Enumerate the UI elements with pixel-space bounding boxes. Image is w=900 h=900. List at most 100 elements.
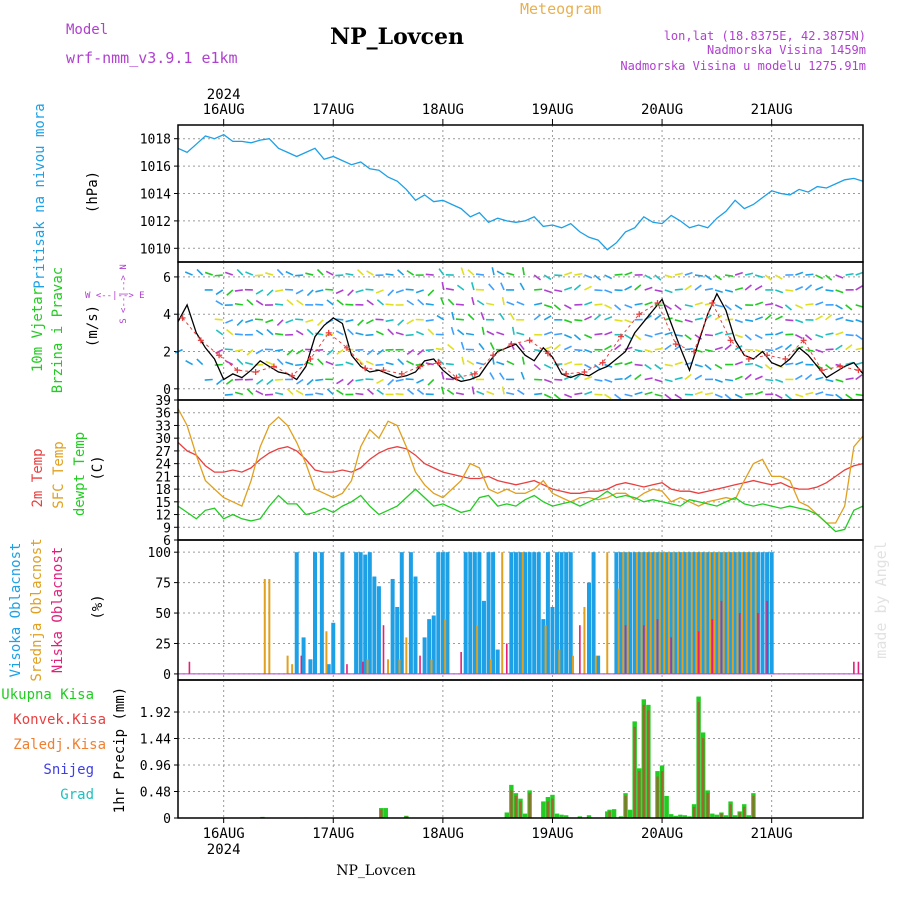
wind-vector: [467, 313, 475, 321]
wind-vector: [594, 332, 603, 336]
wind-vector: [704, 274, 712, 281]
wind-vector: [704, 363, 712, 371]
wind-vector: [795, 361, 804, 366]
wind-vector: [216, 378, 224, 386]
wind-vector: [654, 274, 662, 281]
wind-vector: [336, 389, 344, 396]
precip-convective-bar: [546, 801, 550, 818]
cloud-mid-bar: [677, 552, 680, 674]
cloud-high-bar: [687, 552, 692, 674]
wind-vector: [764, 363, 772, 371]
wind-vector: [825, 332, 834, 336]
wind-vector: [745, 272, 754, 276]
precip-total-bar: [577, 816, 583, 818]
wind-vector: [285, 270, 294, 276]
wind-vector: [387, 378, 395, 386]
cloud-high-bar: [491, 552, 496, 674]
wind-vector: [604, 304, 613, 310]
wind-vector: [224, 271, 234, 276]
wind-vector: [564, 393, 573, 399]
wind-vector: [774, 274, 783, 280]
wind-vector: [543, 331, 553, 336]
wind-vector: [694, 301, 703, 306]
cloud-high-bar: [760, 552, 765, 674]
wind-vector: [754, 363, 763, 369]
cloud-high-bar: [523, 552, 528, 674]
wind-vector: [724, 393, 732, 401]
cloud-mid-bar: [583, 606, 586, 674]
wind-vector: [674, 393, 683, 400]
wind-vector: [266, 378, 274, 386]
wind-vector: [498, 312, 505, 321]
wind-vector: [306, 289, 314, 297]
wind-vector: [815, 274, 824, 280]
wind-vector: [644, 377, 653, 381]
cloud-high-bar: [513, 552, 518, 674]
wind-vector: [521, 356, 525, 365]
temp-ytick-label: 27: [155, 445, 171, 460]
wind-vector: [406, 360, 415, 366]
cloud-high-bar: [326, 664, 331, 674]
wind-vector: [634, 391, 643, 396]
cloud-mid-bar: [740, 552, 743, 674]
precip-panel: 0 0.48 0.96 1.44 1.92 16AUG 17AUG 18AUG 19AUG 20A…: [140, 679, 864, 858]
wind-vector: [534, 302, 543, 306]
wind-vector: [815, 391, 824, 396]
wind-vector: [634, 363, 643, 367]
wind-vector: [346, 378, 354, 386]
wind-vector: [684, 334, 692, 341]
cloud-high-bar: [440, 552, 445, 674]
wind-vector: [224, 393, 233, 396]
cloud-mid-bar: [667, 552, 670, 674]
wind-vector: [765, 378, 774, 382]
temp-axis-title-3: dewpt Temp: [72, 432, 88, 516]
wind-vector: [553, 343, 561, 351]
wind-vector: [375, 330, 384, 336]
wind-vector: [554, 378, 563, 381]
cloud-high-bar: [363, 554, 368, 674]
cloud-ytick-label: 50: [155, 607, 171, 622]
cloud-high-bar: [746, 552, 751, 674]
wind-vector: [460, 341, 465, 350]
wind-vector: [347, 289, 354, 297]
wind-vector: [204, 378, 213, 381]
pressure-ytick-label: 1016: [140, 160, 171, 175]
wind-vector: [265, 272, 274, 276]
cloud-mid-bar: [405, 637, 408, 674]
cloud-high-bar: [301, 637, 306, 674]
wind-vector: [553, 304, 561, 311]
wind-vector: [457, 329, 465, 336]
cloud-low-bar: [624, 625, 627, 674]
wind-vector: [714, 346, 723, 351]
wind-vector: [734, 271, 744, 276]
cloud-low-bar: [670, 637, 672, 674]
wind-vector: [614, 304, 622, 311]
wind-vector: [465, 332, 475, 336]
wind-vector: [795, 271, 804, 276]
wind-vector: [785, 333, 794, 336]
wind-vector: [835, 304, 843, 310]
wind-vector: [196, 358, 204, 366]
wind-vector: [745, 319, 754, 322]
wind-vector: [520, 371, 525, 380]
wind-vector: [634, 302, 643, 306]
wind-vector: [765, 348, 774, 352]
wind-vector: [274, 378, 284, 381]
cloud-mid-bar: [709, 552, 712, 674]
wind-vector: [584, 375, 593, 381]
temp-ytick-label: 21: [155, 470, 171, 485]
wind-vector: [316, 319, 324, 327]
wind-vector: [795, 393, 804, 398]
wind-vector: [815, 333, 824, 339]
date-label-bottom: 16AUG: [203, 826, 245, 842]
wind-vector: [604, 274, 613, 280]
wind-vector: [451, 311, 455, 320]
wind-vector: [544, 304, 553, 309]
wind-vector: [694, 284, 702, 291]
wind-vector: [554, 363, 563, 366]
wind-vector: [654, 289, 663, 293]
wind-vector: [664, 363, 673, 367]
precip-total-bar: [687, 816, 692, 818]
wind-vector: [234, 348, 244, 353]
precip-total-bar: [559, 814, 564, 818]
